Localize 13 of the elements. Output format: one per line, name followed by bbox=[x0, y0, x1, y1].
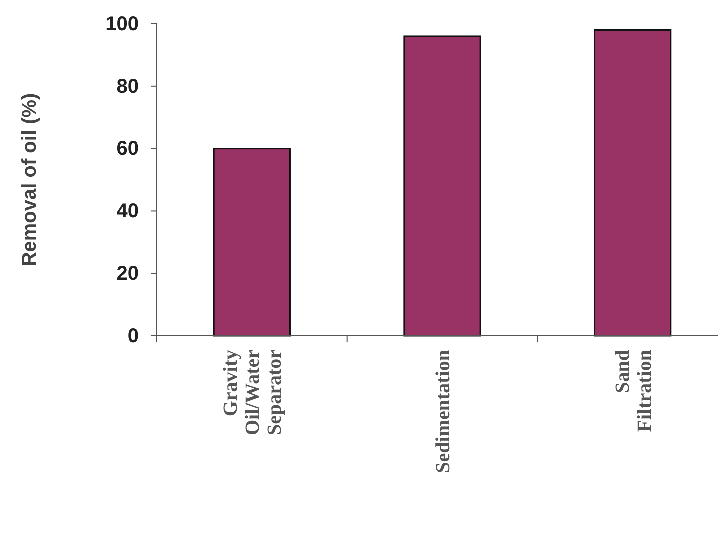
y-axis-title: Removal of oil (%) bbox=[19, 93, 41, 267]
y-tick-label: 20 bbox=[116, 263, 139, 285]
x-tick-label: Sedimentation bbox=[432, 350, 454, 474]
bar bbox=[404, 36, 482, 337]
x-tick-label: Sand Filtration bbox=[612, 350, 656, 432]
y-tick-label: 100 bbox=[106, 13, 139, 36]
y-tick-label: 60 bbox=[116, 138, 139, 160]
y-tick-label: 0 bbox=[128, 325, 139, 348]
x-tick-label: Gravity Oil/Water Separator bbox=[220, 350, 286, 436]
y-tick-label: 80 bbox=[116, 76, 139, 98]
y-tick-label: 40 bbox=[116, 200, 139, 223]
bar bbox=[594, 29, 672, 337]
bar bbox=[213, 148, 291, 337]
